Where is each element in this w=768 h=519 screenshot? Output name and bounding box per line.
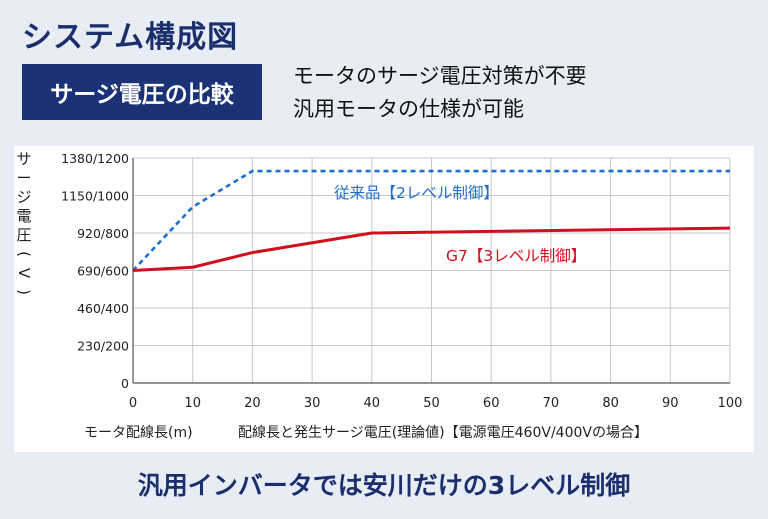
x-axis-label: モータ配線長(m) (84, 425, 193, 441)
page-title: システム構成図 (22, 20, 239, 55)
footer-caption: 汎用インバータでは安川だけの3レベル制御 (137, 471, 631, 500)
x-tick-label: 70 (543, 396, 560, 411)
series-label-g7: G7【3レベル制御】 (446, 247, 586, 265)
x-tick-label: 0 (129, 396, 137, 411)
y-tick-label: 690/600 (77, 264, 129, 279)
y-axis-label-char: 電 (16, 207, 31, 225)
y-axis-label-char: ー (16, 169, 31, 187)
y-axis-label-char: ( (15, 251, 33, 257)
x-tick-label: 80 (602, 396, 619, 411)
y-axis-label-char: V (15, 268, 33, 279)
y-axis-label-char: ) (15, 289, 33, 295)
y-axis-label-char: サ (16, 150, 31, 168)
series-line-g7 (132, 226, 731, 272)
x-tick-label: 10 (184, 396, 201, 411)
x-tick-label: 50 (423, 396, 440, 411)
x-axis-caption: 配線長と発生サージ電圧(理論値)【電源電圧460V/400Vの場合】 (238, 425, 648, 441)
x-tick-label: 40 (364, 396, 381, 411)
y-tick-label: 1380/1200 (61, 151, 129, 166)
y-tick-label: 230/200 (77, 339, 129, 354)
description-line-1: モータのサージ電圧対策が不要 (293, 64, 587, 88)
y-axis-label-char: ジ (16, 188, 31, 206)
comparison-badge: サージ電圧の比較 (22, 64, 262, 120)
chart-panel: 0 230/200 460/400 690/600 920/800 1150/1000 13… (14, 146, 754, 452)
x-tick-label: 100 (718, 396, 743, 411)
surge-voltage-chart: 0 230/200 460/400 690/600 920/800 1150/1000 13… (15, 150, 743, 441)
y-tick-label: 460/400 (77, 301, 129, 316)
description-line-2: 汎用モータの仕様が可能 (293, 97, 524, 121)
y-tick-label: 920/800 (77, 226, 129, 241)
description: モータのサージ電圧対策が不要 汎用モータの仕様が可能 (293, 60, 587, 126)
x-tick-label: 30 (304, 396, 321, 411)
y-axis-label-char: 圧 (16, 226, 31, 244)
x-tick-label: 90 (662, 396, 679, 411)
y-tick-label: 0 (121, 376, 129, 391)
x-tick-label: 60 (483, 396, 500, 411)
y-tick-label: 1150/1000 (61, 189, 129, 204)
x-tick-label: 20 (244, 396, 261, 411)
series-label-conventional: 従来品【2レベル制御】 (334, 184, 499, 202)
